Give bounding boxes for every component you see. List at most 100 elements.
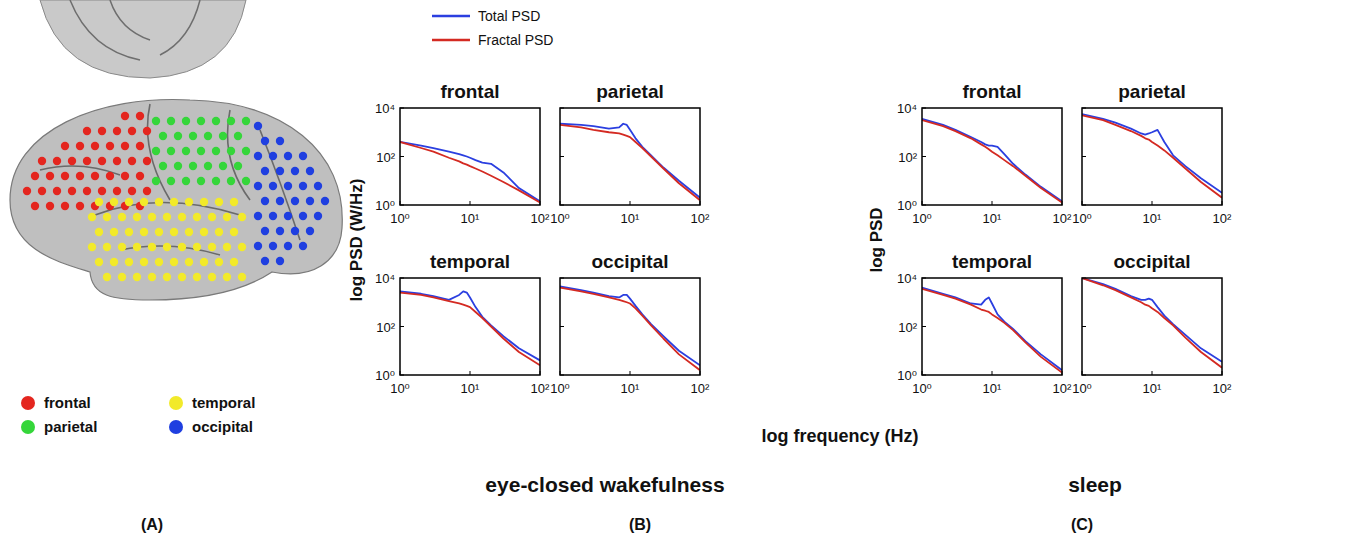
electrode (269, 182, 277, 190)
electrode (234, 132, 242, 140)
lines (1082, 278, 1222, 368)
region-legend-dot (21, 396, 35, 410)
electrode (110, 258, 118, 266)
electrode (212, 147, 220, 155)
electrode (163, 213, 171, 221)
electrode (276, 227, 284, 235)
plot: occipital10⁰10¹10² (1072, 251, 1232, 396)
x-tick-label: 10¹ (461, 381, 480, 396)
electrode (95, 228, 103, 236)
electrode (321, 197, 329, 205)
electrode (306, 197, 314, 205)
psd-line (400, 142, 540, 201)
plot-title: frontal (440, 81, 499, 102)
panel-label: (A) (141, 516, 163, 533)
electrode (76, 142, 84, 150)
x-tick-label: 10¹ (983, 381, 1002, 396)
electrode (143, 127, 151, 135)
electrode (53, 157, 61, 165)
electrode (148, 243, 156, 251)
x-tick-label: 10⁰ (912, 211, 932, 226)
x-tick-label: 10² (1213, 381, 1232, 396)
electrode (88, 243, 96, 251)
electrode (140, 198, 148, 206)
electrode (125, 258, 133, 266)
y-tick-label: 10⁴ (897, 271, 917, 286)
electrode (230, 258, 238, 266)
x-tick-label: 10⁰ (550, 211, 570, 226)
electrode (128, 187, 136, 195)
plot-frame (400, 278, 540, 375)
electrode (227, 177, 235, 185)
electrode (200, 228, 208, 236)
legend-swatch (432, 15, 470, 18)
electrode (261, 197, 269, 205)
electrode (254, 152, 262, 160)
electrode (223, 243, 231, 251)
panel-a: frontalparietaltemporaloccipital (10, 0, 342, 435)
x-axis-title: log frequency (Hz) (761, 426, 918, 446)
plot-frame (1082, 108, 1222, 205)
electrode (238, 213, 246, 221)
figure: frontalparietaltemporaloccipital frontal 1… (0, 0, 1361, 540)
electrode (61, 202, 69, 210)
electrode (167, 177, 175, 185)
electrode (159, 162, 167, 170)
y-tick-label: 10² (376, 150, 395, 165)
electrode (254, 242, 262, 250)
electrode (200, 258, 208, 266)
electrode (61, 172, 69, 180)
electrode (113, 157, 121, 165)
plot: temporal10⁰10¹10²10⁰10²10⁴ (897, 251, 1072, 396)
electrode (133, 273, 141, 281)
electrode (163, 243, 171, 251)
electrode (284, 212, 292, 220)
x-tick-label: 10¹ (983, 211, 1002, 226)
y-tick-label: 10⁴ (375, 101, 395, 116)
psd-line (1082, 115, 1222, 197)
electrode (261, 227, 269, 235)
electrode (76, 172, 84, 180)
legend-label: Total PSD (478, 8, 540, 24)
y-axis-title: log PSD (867, 207, 886, 272)
electrode (306, 227, 314, 235)
y-tick-label: 10⁰ (897, 198, 917, 213)
y-tick-label: 10⁰ (375, 198, 395, 213)
electrode (136, 142, 144, 150)
psd-line (400, 293, 540, 366)
electrode (208, 213, 216, 221)
electrode (61, 142, 69, 150)
electrode (98, 157, 106, 165)
electrode (103, 273, 111, 281)
plot: frontal10⁰10¹10²10⁰10²10⁴ (375, 81, 550, 226)
electrode (133, 213, 141, 221)
sulcus (40, 104, 300, 255)
legend-swatch (432, 39, 470, 42)
electrode (276, 167, 284, 175)
electrode (76, 202, 84, 210)
electrode (113, 187, 121, 195)
electrode (98, 127, 106, 135)
electrode (103, 243, 111, 251)
y-tick-label: 10⁰ (897, 368, 917, 383)
electrode (106, 172, 114, 180)
x-tick-label: 10⁰ (1072, 211, 1092, 226)
electrode (31, 172, 39, 180)
electrode (136, 112, 144, 120)
electrode (254, 212, 262, 220)
electrode (152, 177, 160, 185)
electrode (204, 132, 212, 140)
electrode (227, 147, 235, 155)
region-legend-dot (21, 420, 35, 434)
electrode (121, 172, 129, 180)
y-tick-label: 10² (898, 150, 917, 165)
electrode (83, 187, 91, 195)
x-tick-label: 10¹ (1143, 211, 1162, 226)
electrode (197, 117, 205, 125)
x-tick-label: 10² (1053, 211, 1072, 226)
plot-frame (922, 108, 1062, 205)
plot-frame (400, 108, 540, 205)
psd-line (560, 288, 700, 370)
region-legend-label: temporal (192, 394, 255, 411)
electrode (91, 142, 99, 150)
